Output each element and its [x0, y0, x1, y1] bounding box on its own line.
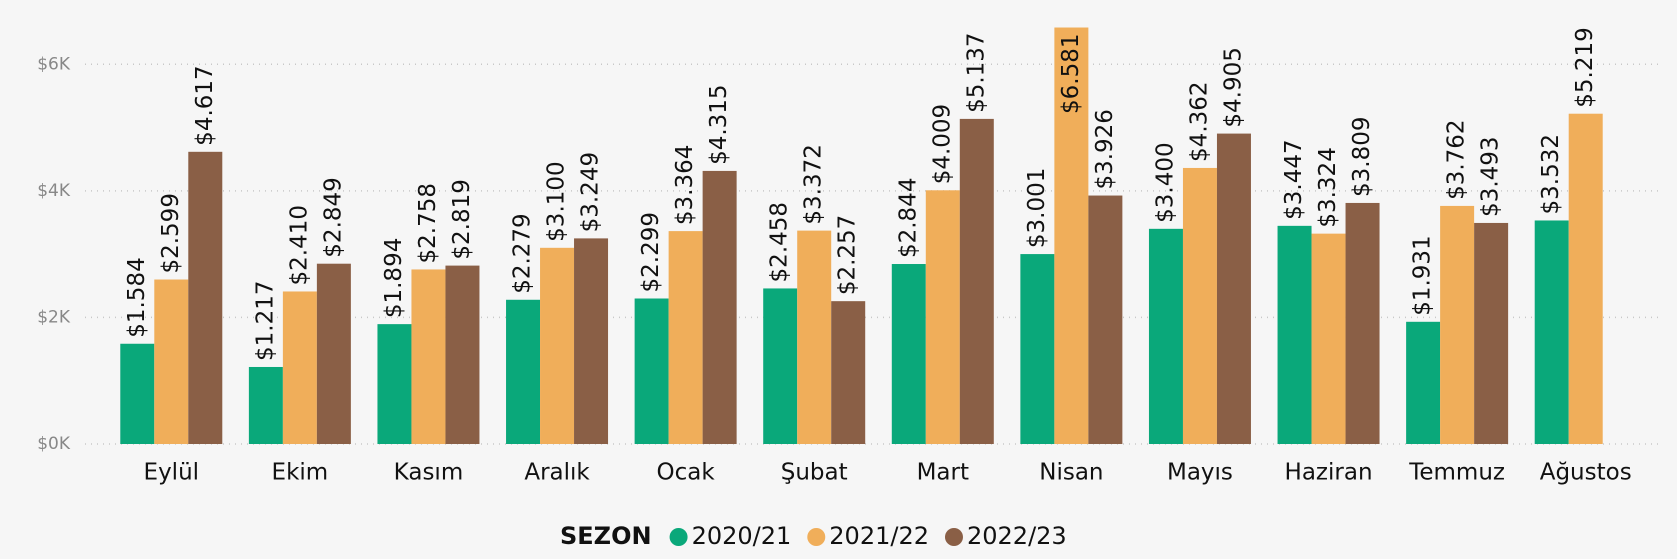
- bar: [445, 265, 480, 444]
- value-label: $2.299: [638, 212, 664, 292]
- y-tick-label: $2K: [37, 307, 71, 327]
- value-label: $1.894: [381, 238, 407, 318]
- legend-label: 2020/21: [692, 522, 792, 550]
- bar: [763, 288, 798, 444]
- bar: [282, 291, 317, 444]
- value-label: $3.809: [1349, 116, 1375, 196]
- value-label: $3.372: [801, 144, 827, 224]
- x-tick-label: Mayıs: [1167, 460, 1233, 486]
- value-label: $4.009: [929, 104, 955, 184]
- bar: [120, 343, 155, 444]
- value-label: $2.599: [158, 193, 184, 273]
- value-label: $4.617: [192, 65, 218, 145]
- bar: [574, 238, 609, 444]
- bar: [1406, 321, 1441, 444]
- legend-label: 2021/22: [829, 522, 929, 550]
- bar: [831, 301, 866, 444]
- x-tick-label: Kasım: [394, 460, 464, 486]
- value-label: $4.315: [706, 84, 732, 164]
- value-label: $2.758: [415, 183, 441, 263]
- value-label: $1.217: [252, 280, 278, 360]
- bar: [891, 264, 926, 444]
- value-label: $3.532: [1538, 134, 1564, 214]
- bar: [377, 324, 412, 444]
- value-label: $3.400: [1152, 142, 1178, 222]
- x-tick-label: Ekim: [272, 460, 329, 486]
- value-label: $3.324: [1315, 147, 1341, 227]
- bar: [1440, 205, 1475, 444]
- x-tick-label: Nisan: [1039, 460, 1103, 486]
- legend-marker: [807, 528, 826, 546]
- bar: [316, 263, 351, 444]
- x-tick-label: Aralık: [524, 460, 590, 486]
- bar: [634, 298, 669, 444]
- legend-label: 2022/23: [967, 522, 1067, 550]
- x-tick-label: Ocak: [657, 460, 716, 486]
- bar: [248, 366, 283, 444]
- bar: [1020, 254, 1055, 444]
- x-tick-label: Mart: [917, 460, 969, 486]
- value-label: $4.905: [1220, 47, 1246, 127]
- value-label: $2.819: [449, 179, 475, 259]
- value-label: $5.219: [1572, 27, 1598, 107]
- value-label: $6.581: [1058, 34, 1084, 114]
- bar: [1088, 195, 1123, 444]
- bar: [1568, 113, 1603, 445]
- value-label: $3.249: [578, 152, 604, 232]
- legend-title: SEZON: [560, 522, 652, 550]
- value-label: $4.362: [1186, 81, 1212, 161]
- value-label: $1.584: [124, 257, 150, 337]
- bar: [1311, 233, 1346, 444]
- value-label: $3.762: [1444, 119, 1470, 199]
- bar: [540, 247, 575, 444]
- value-label: $2.410: [286, 205, 312, 285]
- value-label: $2.279: [510, 213, 536, 293]
- bar: [1216, 133, 1251, 445]
- y-tick-label: $6K: [37, 54, 71, 74]
- x-tick-label: Eylül: [144, 460, 200, 486]
- value-label: $2.458: [767, 202, 793, 282]
- y-tick-label: $0K: [37, 434, 71, 454]
- value-label: $5.137: [963, 32, 989, 112]
- bar: [188, 151, 223, 444]
- bar: [925, 190, 960, 444]
- value-label: $2.849: [320, 177, 346, 257]
- bar: [797, 230, 832, 444]
- bar: [1345, 202, 1380, 444]
- bar: [154, 279, 189, 444]
- bar: [959, 118, 994, 445]
- value-label: $3.447: [1281, 139, 1307, 219]
- bar: [1148, 228, 1183, 444]
- value-label: $3.001: [1024, 168, 1050, 248]
- value-label: $3.364: [672, 145, 698, 225]
- bar: [506, 299, 541, 444]
- value-label: $1.931: [1410, 235, 1436, 315]
- x-tick-label: Şubat: [781, 460, 848, 486]
- bar: [702, 170, 737, 444]
- legend-marker: [669, 528, 688, 546]
- bar: [1277, 225, 1312, 444]
- x-tick-label: Temmuz: [1408, 460, 1505, 486]
- value-label: $2.257: [835, 215, 861, 295]
- value-label: $2.844: [895, 178, 921, 258]
- bar: [1534, 220, 1569, 444]
- bar: [668, 231, 703, 444]
- value-label: $3.493: [1478, 136, 1504, 216]
- y-tick-label: $4K: [37, 181, 71, 201]
- value-label: $3.100: [544, 161, 570, 241]
- value-label: $3.926: [1092, 109, 1118, 189]
- x-tick-label: Ağustos: [1540, 460, 1632, 486]
- bar: [1182, 167, 1217, 445]
- bar: [1054, 27, 1089, 444]
- x-tick-label: Haziran: [1285, 460, 1373, 486]
- bar: [1474, 222, 1509, 444]
- bar: [411, 269, 446, 444]
- legend-marker: [944, 528, 963, 546]
